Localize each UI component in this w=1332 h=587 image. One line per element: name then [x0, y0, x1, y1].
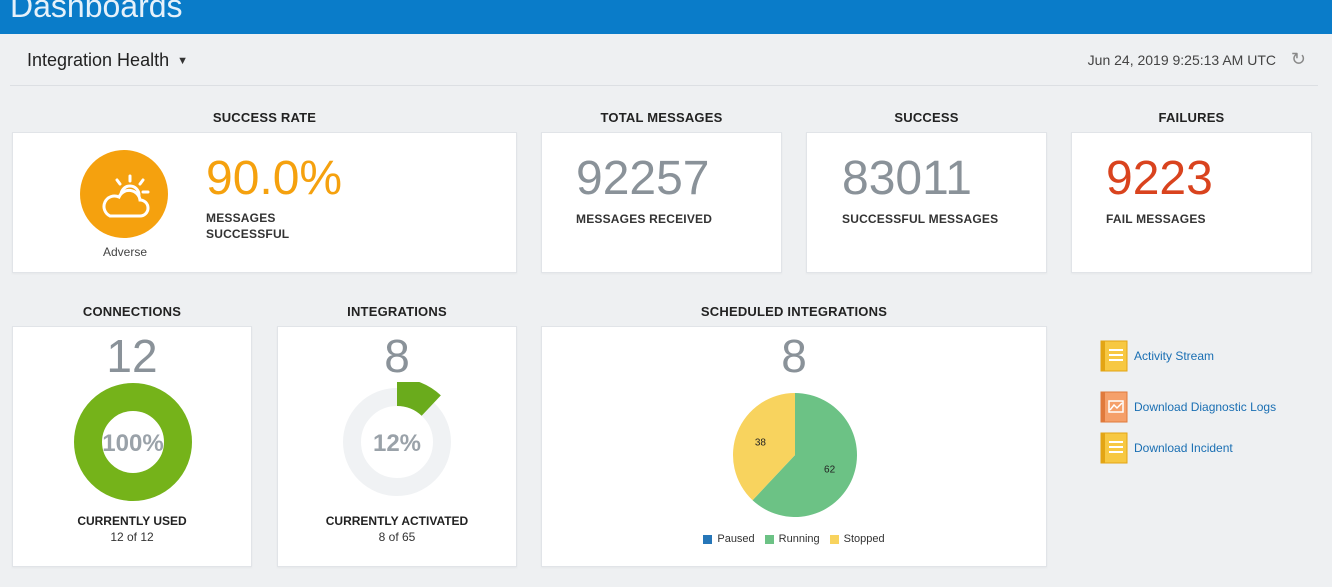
- pie-label-stopped: 38: [755, 437, 767, 448]
- scheduled-count: 8: [781, 330, 807, 382]
- partly-cloudy-icon: [102, 174, 150, 218]
- success-rate-caption: MESSAGES SUCCESSFUL: [206, 210, 289, 242]
- app-header: Dashboards: [0, 0, 1332, 34]
- chart-document-icon: [1100, 391, 1128, 423]
- document-icon: [1100, 432, 1128, 464]
- integrations-percent: 12%: [373, 430, 421, 457]
- integrations-card: 8 12% CURRENTLY ACTIVATED 8 of 65: [277, 326, 517, 567]
- integrations-detail: 8 of 65: [378, 530, 416, 544]
- connections-count: 12: [106, 330, 158, 382]
- scheduled-pie-chart: 62 38: [733, 393, 857, 517]
- scheduled-integrations-card: 8 62 38 Paused Running Stopped: [541, 326, 1047, 567]
- pie-legend: Paused Running Stopped: [542, 533, 1046, 545]
- failures-value: 9223: [1106, 152, 1213, 205]
- legend-item-stopped[interactable]: Stopped: [829, 533, 885, 545]
- total-messages-card: 92257 MESSAGES RECEIVED: [541, 132, 782, 273]
- integrations-count: 8: [384, 330, 410, 382]
- total-messages-value: 92257: [576, 152, 710, 205]
- connections-caption: CURRENTLY USED: [77, 514, 187, 528]
- legend-item-paused[interactable]: Paused: [703, 533, 755, 545]
- success-rate-caption-line1: MESSAGES: [206, 211, 276, 225]
- integrations-caption: CURRENTLY ACTIVATED: [325, 514, 469, 528]
- scheduled-integrations-label: SCHEDULED INTEGRATIONS: [700, 304, 888, 319]
- legend-swatch: [764, 534, 774, 544]
- activity-stream-label: Activity Stream: [1134, 349, 1215, 363]
- total-messages-label: TOTAL MESSAGES: [600, 110, 723, 125]
- dashboard-select-label: Integration Health: [27, 50, 170, 70]
- connections-detail: 12 of 12: [110, 530, 154, 544]
- activity-stream-link[interactable]: Activity Stream: [1100, 340, 1214, 372]
- legend-label: Running: [778, 533, 820, 545]
- dashboard-toolbar: Integration Health ▼ Jun 24, 2019 9:25:1…: [10, 34, 1318, 86]
- success-caption: SUCCESSFUL MESSAGES: [842, 212, 999, 226]
- download-incident-label: Download Incident: [1134, 441, 1233, 455]
- pie-slice-stopped[interactable]: [733, 393, 795, 501]
- download-diagnostic-logs-link[interactable]: Download Diagnostic Logs: [1100, 391, 1276, 423]
- download-diagnostic-logs-label: Download Diagnostic Logs: [1134, 400, 1277, 414]
- connections-card: 12 100% CURRENTLY USED 12 of 12: [12, 326, 252, 567]
- legend-label: Stopped: [843, 533, 885, 545]
- success-rate-label: SUCCESS RATE: [212, 110, 317, 125]
- total-messages-caption: MESSAGES RECEIVED: [576, 212, 713, 226]
- download-incident-link[interactable]: Download Incident: [1100, 432, 1233, 464]
- pie-slice-running[interactable]: [752, 393, 857, 517]
- document-icon: [1100, 340, 1128, 372]
- page-title: Dashboards: [10, 0, 183, 24]
- connections-label: CONNECTIONS: [82, 304, 182, 319]
- caret-down-icon: ▼: [177, 54, 188, 67]
- success-rate-card: Adverse 90.0% MESSAGES SUCCESSFUL: [12, 132, 517, 273]
- integrations-donut-arc: [337, 382, 457, 502]
- success-rate-caption-line2: SUCCESSFUL: [206, 227, 290, 241]
- legend-item-running[interactable]: Running: [764, 533, 820, 545]
- connections-percent: 100%: [102, 430, 163, 457]
- timestamp: Jun 24, 2019 9:25:13 AM UTC: [1087, 52, 1276, 68]
- legend-swatch: [829, 534, 839, 544]
- connections-donut: 100%: [74, 383, 192, 501]
- failures-label: FAILURES: [1158, 110, 1225, 125]
- failures-caption: FAIL MESSAGES: [1106, 212, 1206, 226]
- failures-card: 9223 FAIL MESSAGES: [1071, 132, 1312, 273]
- integrations-label: INTEGRATIONS: [347, 304, 447, 319]
- legend-swatch: [703, 534, 713, 544]
- success-card: 83011 SUCCESSFUL MESSAGES: [806, 132, 1047, 273]
- success-rate-value: 90.0%: [206, 152, 343, 205]
- legend-label: Paused: [717, 533, 755, 545]
- connections-donut-arc: [74, 383, 192, 501]
- integrations-donut: 12%: [337, 382, 457, 502]
- success-value: 83011: [842, 152, 972, 205]
- pie-label-running: 62: [824, 465, 836, 476]
- status-indicator: [80, 150, 168, 238]
- refresh-icon[interactable]: ↻: [1290, 49, 1306, 69]
- integrations-donut-track: [343, 388, 451, 496]
- status-label: Adverse: [102, 245, 148, 259]
- success-label: SUCCESS: [894, 110, 959, 125]
- dashboard-select[interactable]: Integration Health ▼: [27, 50, 188, 71]
